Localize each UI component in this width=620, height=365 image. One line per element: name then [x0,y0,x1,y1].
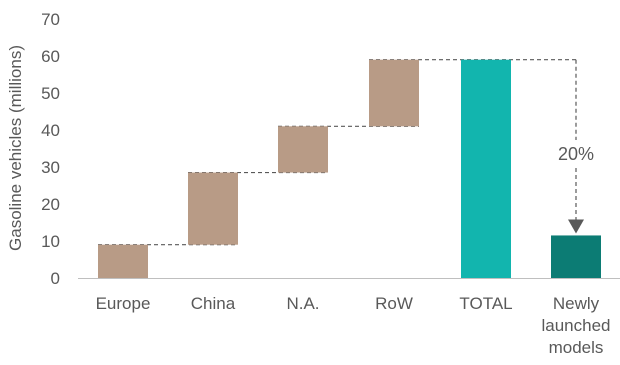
x-category-label: N.A. [286,294,319,313]
bar-europe [98,244,148,278]
x-category-label: Europe [96,294,151,313]
x-category-label: China [191,294,236,313]
bar-newly-launched-models [551,235,601,278]
x-category-label: RoW [375,294,413,313]
x-axis-category-labels: Europe China N.A. RoW TOTAL Newly launched mode… [96,294,611,357]
y-tick-label: 0 [51,269,60,288]
bar-china [188,172,238,245]
bar-n-a [278,126,328,173]
y-tick-label: 20 [41,195,60,214]
x-category-label-line: models [549,338,604,357]
y-tick-label: 50 [41,84,60,103]
bar-total [461,59,511,279]
y-tick-label: 40 [41,121,60,140]
x-category-label: Newly launched models [541,294,610,357]
percentage-annotation: 20% [558,59,594,234]
y-axis-ticks: 0 10 20 30 40 50 60 70 [41,10,60,288]
y-tick-label: 10 [41,232,60,251]
y-tick-label: 30 [41,158,60,177]
bars [98,59,601,279]
annotation-label: 20% [558,144,594,164]
y-axis-label: Gasoline vehicles (millions) [6,45,25,251]
bar-row [369,59,419,127]
annotation-arrowhead [568,219,584,234]
y-tick-label: 70 [41,10,60,29]
x-category-label-line: TOTAL [459,294,512,313]
x-category-label-line: RoW [375,294,413,313]
x-category-label: TOTAL [459,294,512,313]
x-category-label-line: Europe [96,294,151,313]
x-category-label-line: Newly [553,294,600,313]
x-category-label-line: N.A. [286,294,319,313]
y-tick-label: 60 [41,47,60,66]
x-category-label-line: launched [541,316,610,335]
x-category-label-line: China [191,294,236,313]
